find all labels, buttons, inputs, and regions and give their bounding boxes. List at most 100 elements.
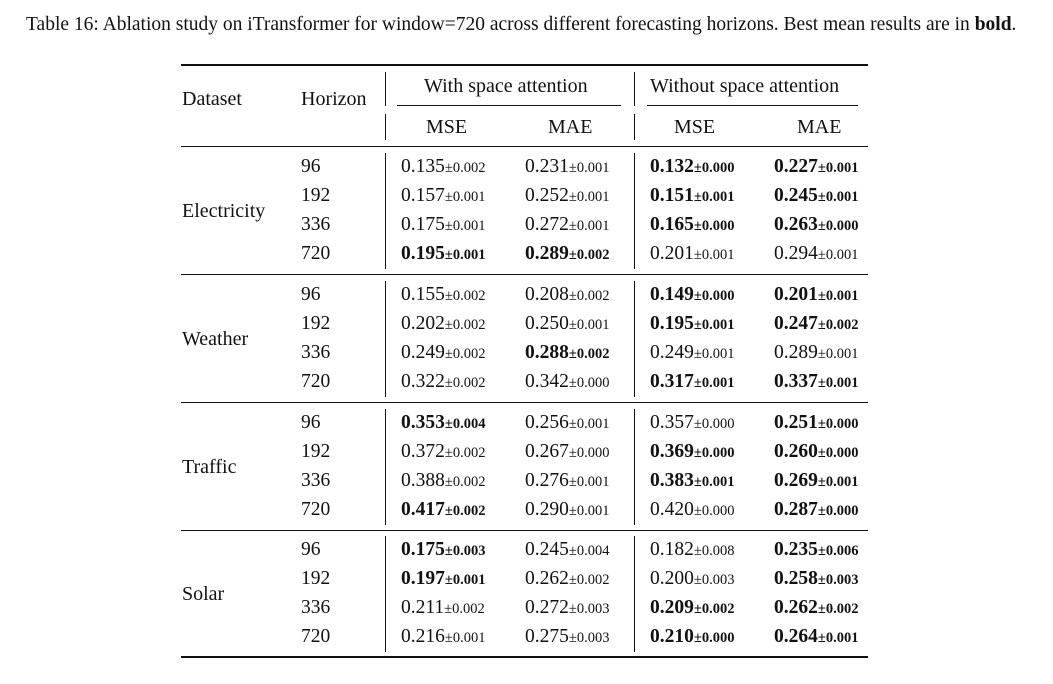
bottom-rule xyxy=(181,656,868,658)
horizon-cell: 192 xyxy=(301,185,331,206)
metric-cell: 0.208±0.002 xyxy=(525,283,609,308)
metric-std: ±0.000 xyxy=(817,218,859,234)
metric-std: ±0.000 xyxy=(817,503,859,519)
metric-std: ±0.003 xyxy=(568,601,610,617)
metric-cell: 0.388±0.002 xyxy=(401,469,485,494)
col-divider xyxy=(385,114,386,140)
metric-std: ±0.001 xyxy=(817,630,859,646)
metric-mean: 0.132 xyxy=(650,156,694,177)
col-divider xyxy=(385,153,386,269)
metric-mean: 0.227 xyxy=(774,156,818,177)
metric-std: ±0.002 xyxy=(444,503,486,519)
dataset-label: Weather xyxy=(182,327,249,350)
metric-std: ±0.002 xyxy=(817,601,859,617)
metric-cell: 0.235±0.006 xyxy=(774,538,858,563)
metric-cell: 0.256±0.001 xyxy=(525,411,609,436)
metric-mean: 0.175 xyxy=(401,214,445,235)
header-group-without: Without space attention xyxy=(650,75,840,97)
metric-std: ±0.001 xyxy=(693,189,735,205)
metric-std: ±0.000 xyxy=(693,218,735,234)
metric-std: ±0.001 xyxy=(444,218,486,234)
col-divider xyxy=(634,114,635,140)
metric-std: ±0.008 xyxy=(693,543,735,559)
metric-std: ±0.002 xyxy=(444,288,486,304)
metric-cell: 0.289±0.001 xyxy=(774,341,858,366)
metric-cell: 0.420±0.000 xyxy=(650,498,734,523)
metric-std: ±0.001 xyxy=(568,416,610,432)
metric-mean: 0.272 xyxy=(525,597,569,618)
metric-mean: 0.200 xyxy=(650,568,694,589)
metric-cell: 0.182±0.008 xyxy=(650,538,734,563)
header-dataset: Dataset xyxy=(182,88,242,110)
metric-mean: 0.317 xyxy=(650,371,694,392)
metric-mean: 0.155 xyxy=(401,284,445,305)
metric-cell: 0.210±0.000 xyxy=(650,625,734,650)
metric-cell: 0.262±0.002 xyxy=(525,567,609,592)
metric-cell: 0.262±0.002 xyxy=(774,596,858,621)
metric-mean: 0.208 xyxy=(525,284,569,305)
metric-cell: 0.275±0.003 xyxy=(525,625,609,650)
metric-mean: 0.262 xyxy=(525,568,569,589)
metric-std: ±0.002 xyxy=(444,346,486,362)
metric-mean: 0.195 xyxy=(401,243,445,264)
metric-cell: 0.151±0.001 xyxy=(650,184,734,209)
metric-std: ±0.001 xyxy=(444,247,486,263)
col-divider xyxy=(634,409,635,525)
metric-std: ±0.001 xyxy=(444,572,486,588)
metric-std: ±0.000 xyxy=(693,630,735,646)
metric-mean: 0.195 xyxy=(650,313,694,334)
horizon-cell: 720 xyxy=(301,243,331,264)
metric-std: ±0.003 xyxy=(568,630,610,646)
horizon-cell: 336 xyxy=(301,597,331,618)
metric-mean: 0.149 xyxy=(650,284,694,305)
metric-std: ±0.000 xyxy=(693,288,735,304)
header-mae-with: MAE xyxy=(548,116,593,138)
col-divider xyxy=(385,536,386,652)
metric-cell: 0.195±0.001 xyxy=(650,312,734,337)
metric-cell: 0.317±0.001 xyxy=(650,370,734,395)
metric-mean: 0.250 xyxy=(525,313,569,334)
metric-cell: 0.272±0.003 xyxy=(525,596,609,621)
metric-std: ±0.002 xyxy=(568,247,610,263)
metric-mean: 0.197 xyxy=(401,568,445,589)
metric-std: ±0.000 xyxy=(568,375,610,391)
metric-std: ±0.002 xyxy=(444,160,486,176)
metric-std: ±0.001 xyxy=(817,247,859,263)
metric-mean: 0.369 xyxy=(650,441,694,462)
dataset-label: Electricity xyxy=(182,199,266,222)
metric-mean: 0.262 xyxy=(774,597,818,618)
metric-std: ±0.002 xyxy=(444,474,486,490)
metric-cell: 0.289±0.002 xyxy=(525,242,609,267)
metric-cell: 0.216±0.001 xyxy=(401,625,485,650)
metric-mean: 0.231 xyxy=(525,156,569,177)
metric-std: ±0.002 xyxy=(693,601,735,617)
metric-std: ±0.001 xyxy=(693,474,735,490)
metric-std: ±0.001 xyxy=(568,218,610,234)
horizon-cell: 336 xyxy=(301,342,331,363)
col-divider xyxy=(634,153,635,269)
metric-mean: 0.249 xyxy=(401,342,445,363)
horizon-cell: 192 xyxy=(301,568,331,589)
metric-cell: 0.288±0.002 xyxy=(525,341,609,366)
metric-std: ±0.001 xyxy=(817,474,859,490)
metric-mean: 0.249 xyxy=(650,342,694,363)
horizon-cell: 720 xyxy=(301,371,331,392)
metric-std: ±0.001 xyxy=(444,630,486,646)
metric-mean: 0.388 xyxy=(401,470,445,491)
metric-cell: 0.337±0.001 xyxy=(774,370,858,395)
metric-mean: 0.251 xyxy=(774,412,818,433)
group-underline-without xyxy=(647,105,858,106)
metric-cell: 0.200±0.003 xyxy=(650,567,734,592)
metric-std: ±0.001 xyxy=(568,474,610,490)
metric-std: ±0.002 xyxy=(444,317,486,333)
section-rule xyxy=(181,530,868,531)
metric-std: ±0.002 xyxy=(444,375,486,391)
metric-mean: 0.372 xyxy=(401,441,445,462)
metric-mean: 0.263 xyxy=(774,214,818,235)
metric-cell: 0.276±0.001 xyxy=(525,469,609,494)
dataset-label: Traffic xyxy=(182,455,237,478)
metric-std: ±0.001 xyxy=(817,160,859,176)
metric-mean: 0.272 xyxy=(525,214,569,235)
metric-mean: 0.201 xyxy=(650,243,694,264)
metric-cell: 0.251±0.000 xyxy=(774,411,858,436)
